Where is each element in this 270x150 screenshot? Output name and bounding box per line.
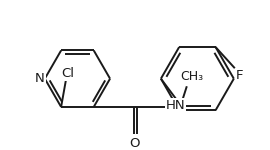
- Text: Cl: Cl: [61, 67, 74, 80]
- Text: F: F: [236, 69, 243, 82]
- Text: O: O: [129, 137, 139, 150]
- Text: N: N: [35, 72, 45, 85]
- Text: CH₃: CH₃: [180, 70, 203, 83]
- Text: HN: HN: [166, 99, 185, 111]
